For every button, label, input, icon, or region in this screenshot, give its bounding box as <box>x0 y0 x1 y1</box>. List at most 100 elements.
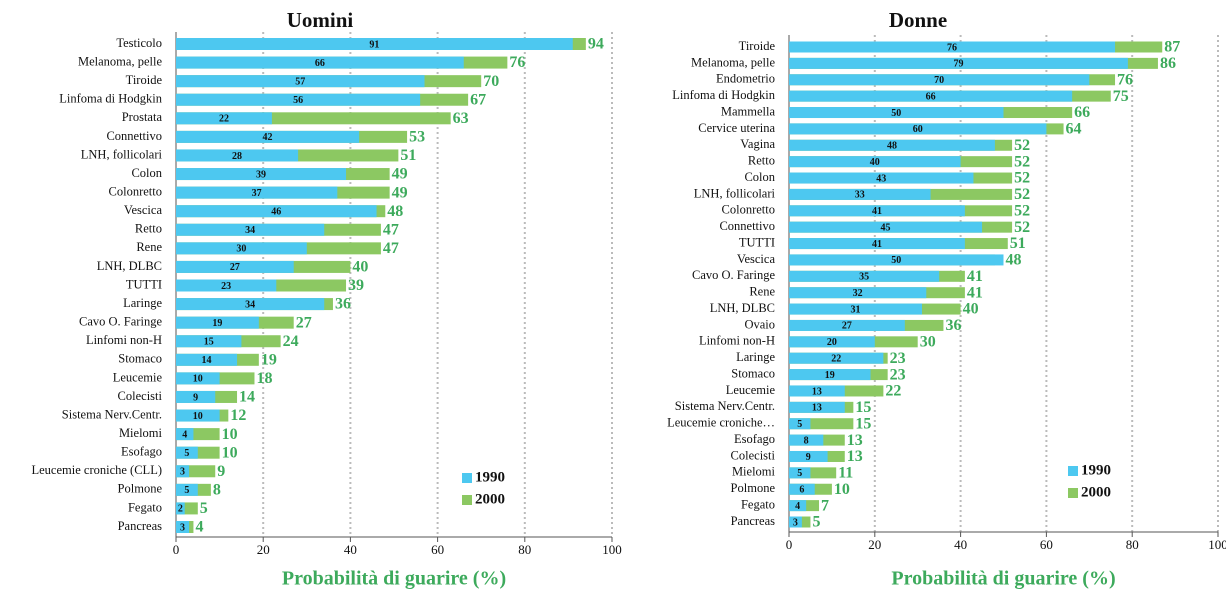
bar <box>789 450 828 462</box>
value-label: 13 <box>812 403 822 414</box>
bar <box>789 319 905 331</box>
value-label: 63 <box>453 110 469 127</box>
category-label: Mielomi <box>732 465 776 479</box>
category-label: Retto <box>748 154 775 168</box>
category-label: Mammella <box>721 104 776 118</box>
category-label: Laringe <box>736 350 775 364</box>
category-label: Linfomi non-H <box>699 334 775 348</box>
value-label: 19 <box>261 351 277 368</box>
category-label: TUTTI <box>126 277 162 291</box>
category-label: Pancreas <box>731 514 776 528</box>
category-label: LNH, DLBC <box>710 301 775 315</box>
value-label: 23 <box>221 281 231 292</box>
category-label: Colon <box>131 166 162 180</box>
legend-label: 2000 <box>1081 484 1111 500</box>
value-label: 11 <box>838 465 853 482</box>
bar <box>789 418 811 430</box>
value-label: 39 <box>348 277 364 294</box>
x-tick-label: 20 <box>257 542 270 557</box>
bar <box>789 188 931 200</box>
value-label: 4 <box>182 429 187 440</box>
value-label: 37 <box>252 188 262 199</box>
value-label: 9 <box>806 452 811 463</box>
bar <box>176 353 238 366</box>
bar <box>176 186 338 199</box>
category-label: Polmone <box>731 481 776 495</box>
bar <box>789 516 802 528</box>
category-label: Linfomi non-H <box>86 333 162 347</box>
value-label: 4 <box>795 501 800 512</box>
bar <box>176 446 198 459</box>
value-label: 41 <box>967 284 983 301</box>
category-label: Sistema Nerv.Centr. <box>675 399 775 413</box>
category-label: Linfoma di Hodgkin <box>672 88 776 102</box>
value-label: 19 <box>825 370 835 381</box>
value-label: 7 <box>821 497 829 514</box>
value-label: 48 <box>1006 252 1022 269</box>
value-label: 32 <box>853 288 863 299</box>
value-label: 40 <box>352 259 368 276</box>
value-label: 5 <box>812 514 820 531</box>
bar <box>789 385 845 397</box>
category-label: Colecisti <box>731 448 776 462</box>
value-label: 51 <box>1010 235 1026 252</box>
value-label: 52 <box>1014 202 1030 219</box>
value-label: 50 <box>891 108 901 119</box>
legend-swatch <box>1068 488 1078 498</box>
bar <box>789 467 837 479</box>
bar <box>176 279 277 292</box>
value-label: 24 <box>283 333 299 350</box>
bar <box>176 260 294 273</box>
bar <box>176 316 259 329</box>
category-label: Rene <box>136 240 162 254</box>
value-label: 49 <box>392 184 408 201</box>
value-label: 70 <box>934 75 944 86</box>
bar <box>176 390 216 403</box>
bar <box>176 298 325 311</box>
bar <box>789 336 875 348</box>
bar <box>176 502 185 515</box>
value-label: 33 <box>855 190 865 201</box>
value-label: 64 <box>1066 121 1082 138</box>
category-label: Connettivo <box>719 219 775 233</box>
bar <box>789 139 995 151</box>
value-label: 52 <box>1014 170 1030 187</box>
bar <box>789 270 940 282</box>
value-label: 9 <box>193 392 198 403</box>
value-label: 30 <box>920 333 936 350</box>
value-label: 36 <box>945 317 961 334</box>
bar <box>176 205 377 218</box>
value-label: 48 <box>887 141 897 152</box>
bar <box>789 41 1116 53</box>
value-label: 66 <box>926 91 936 102</box>
value-label: 20 <box>827 337 837 348</box>
category-label: Retto <box>135 222 162 236</box>
bar <box>176 56 464 69</box>
value-label: 48 <box>387 203 403 220</box>
value-label: 51 <box>400 147 416 164</box>
legend-swatch <box>462 473 472 483</box>
category-label: Vescica <box>124 203 163 217</box>
category-label: Leucemie <box>113 370 163 384</box>
category-label: Laringe <box>123 296 162 310</box>
category-label: LNH, follicolari <box>694 186 776 200</box>
value-label: 22 <box>831 354 841 365</box>
category-label: Connettivo <box>106 129 162 143</box>
value-label: 14 <box>239 389 255 406</box>
value-label: 31 <box>850 304 860 315</box>
bar <box>789 254 1004 266</box>
bar <box>176 409 220 422</box>
value-label: 15 <box>204 337 214 348</box>
value-label: 10 <box>834 481 850 498</box>
bar <box>176 242 307 255</box>
bar <box>789 205 965 217</box>
bar <box>789 287 927 299</box>
category-label: LNH, DLBC <box>97 259 162 273</box>
category-label: Fegato <box>741 497 775 511</box>
bar <box>176 465 190 478</box>
legend-label: 2000 <box>475 491 505 507</box>
category-label: Melanoma, pelle <box>691 55 775 69</box>
value-label: 5 <box>184 485 189 496</box>
value-label: 8 <box>804 435 809 446</box>
x-tick-label: 80 <box>1126 537 1139 552</box>
